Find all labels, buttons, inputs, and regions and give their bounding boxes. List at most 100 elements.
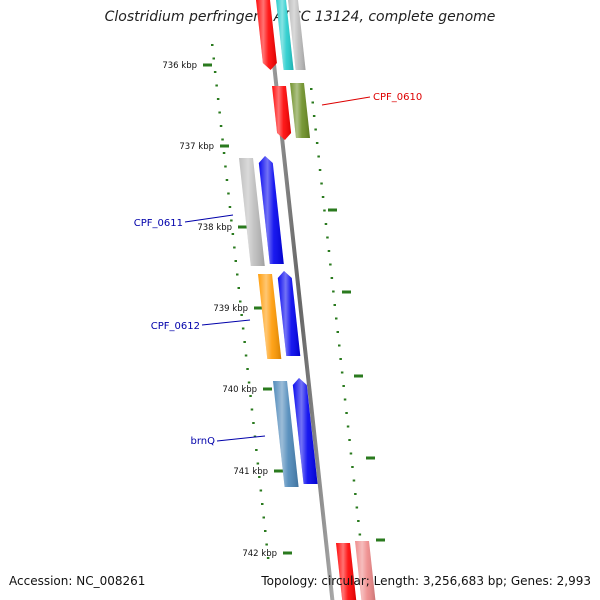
ruler-dot-inner: [243, 341, 246, 343]
ruler-dot-outer: [340, 371, 344, 374]
label-leader-line: [216, 435, 266, 442]
gene-bottom-pink[interactable]: [355, 541, 376, 600]
ruler-dot-outer: [330, 277, 334, 279]
ruler-dot-inner: [233, 246, 236, 249]
tick-mark: [354, 374, 363, 378]
ruler-dot-outer: [311, 101, 314, 104]
ruler-dot-inner: [252, 422, 255, 424]
ruler-dot-inner: [218, 111, 221, 114]
tick-label: 741 kbp: [233, 467, 268, 477]
ruler-dot-inner: [236, 273, 239, 276]
ruler-dot-inner: [222, 152, 226, 154]
ruler-dot-outer: [335, 317, 338, 320]
ruler-dot-outer: [338, 344, 341, 347]
ruler-dot-outer: [326, 236, 329, 239]
ruler-dot-outer: [354, 493, 357, 495]
tick-label: 740 kbp: [222, 385, 257, 395]
ruler-dot-outer: [329, 263, 332, 266]
ruler-dot-inner: [264, 530, 267, 532]
label-leader-line: [321, 96, 371, 106]
ruler-dot-inner: [234, 260, 237, 262]
ruler-dot-outer: [314, 128, 317, 131]
ruler-dots: [203, 44, 385, 576]
gene-bottom-red[interactable]: [336, 543, 357, 600]
ruler-dot-inner: [249, 395, 252, 397]
ruler-dot-outer: [342, 385, 345, 387]
genome-backbone: [265, 0, 335, 600]
ruler-dot-outer: [323, 209, 326, 212]
tick-label: 737 kbp: [179, 142, 214, 152]
tick-label: 742 kbp: [242, 549, 277, 559]
ruler-dot-outer: [310, 88, 313, 90]
ruler-dot-inner: [224, 165, 227, 168]
gene-cpf0610-olive[interactable]: [290, 83, 310, 138]
annotation-labels: 736 kbp 737 kbp 738 kbp 739 kbp 740 kbp 741 k…: [134, 61, 422, 559]
ruler-dot-inner: [261, 503, 264, 505]
ruler-dot-outer: [358, 533, 362, 536]
tick-mark: [274, 469, 283, 473]
tick-mark: [220, 144, 229, 148]
ruler-dot-inner: [240, 314, 243, 316]
ruler-dot-outer: [312, 115, 316, 117]
map-title: Clostridium perfringens ATCC 13124, comp…: [104, 9, 496, 25]
tick-mark: [263, 387, 272, 391]
ruler-dot-inner: [266, 557, 270, 559]
ruler-dot-inner: [265, 543, 268, 546]
ruler-dot-inner: [221, 138, 224, 141]
ruler-dot-inner: [230, 219, 233, 222]
gene-label[interactable]: CPF_0610: [373, 92, 422, 103]
ruler-dot-outer: [324, 223, 328, 225]
ruler-dot-inner: [216, 98, 220, 100]
gene-top-red[interactable]: [256, 0, 277, 70]
gene-label[interactable]: CPF_0611: [134, 218, 183, 229]
gene-label[interactable]: CPF_0612: [151, 321, 200, 332]
ruler-dot-inner: [215, 84, 218, 87]
ruler-dot-outer: [339, 358, 342, 360]
ruler-dot-inner: [246, 368, 249, 370]
tick-label: 739 kbp: [213, 304, 248, 314]
gene-cpf0610-red[interactable]: [272, 86, 292, 140]
backbone-group: [265, 0, 335, 600]
gene-label[interactable]: brnQ: [191, 436, 216, 447]
ruler-dot-outer: [345, 412, 348, 414]
label-leader-line: [184, 214, 234, 223]
ruler-dot-outer: [317, 155, 320, 158]
ruler-dot-inner: [244, 354, 248, 357]
ruler-dot-inner: [250, 408, 254, 411]
gene-cpf0611-grey[interactable]: [239, 158, 265, 266]
gene-brnq-blue[interactable]: [292, 378, 318, 484]
ruler-dot-outer: [343, 398, 347, 401]
gene-cpf0612-blue[interactable]: [277, 271, 301, 356]
ruler-dot-outer: [349, 452, 353, 455]
gene-cpf0612-orange[interactable]: [258, 274, 282, 359]
tick-label: 736 kbp: [162, 61, 197, 71]
gene-top-grey[interactable]: [288, 0, 306, 70]
tick-mark: [203, 63, 212, 67]
ruler-dot-inner: [259, 489, 263, 492]
gene-features: [239, 0, 376, 600]
ruler-dot-inner: [256, 462, 260, 465]
tick-mark: [283, 551, 292, 555]
ruler-dot-inner: [253, 435, 257, 438]
gene-brnq-steel[interactable]: [273, 381, 299, 487]
topology-summary: Topology: circular; Length: 3,256,683 bp…: [261, 574, 591, 588]
ruler-dot-inner: [213, 71, 217, 73]
tick-mark: [254, 306, 263, 310]
ruler-dot-inner: [255, 449, 258, 451]
ruler-dot-inner: [247, 381, 251, 384]
ruler-dot-outer: [332, 290, 335, 293]
ruler-dot-outer: [355, 506, 359, 509]
tick-mark: [238, 225, 247, 229]
accession-text: Accession: NC_008261: [9, 574, 146, 588]
ruler-dot-inner: [228, 206, 232, 208]
gene-top-cyan[interactable]: [276, 0, 294, 70]
tick-mark: [376, 538, 385, 542]
gene-cpf0611-blue[interactable]: [258, 156, 284, 264]
ruler-dot-outer: [351, 466, 354, 468]
ruler-dot-inner: [237, 287, 240, 289]
ruler-dot-outer: [318, 169, 322, 171]
ruler-dot-outer: [320, 182, 323, 185]
ruler-dot-inner: [262, 516, 265, 519]
ruler-dot-inner: [212, 57, 215, 60]
